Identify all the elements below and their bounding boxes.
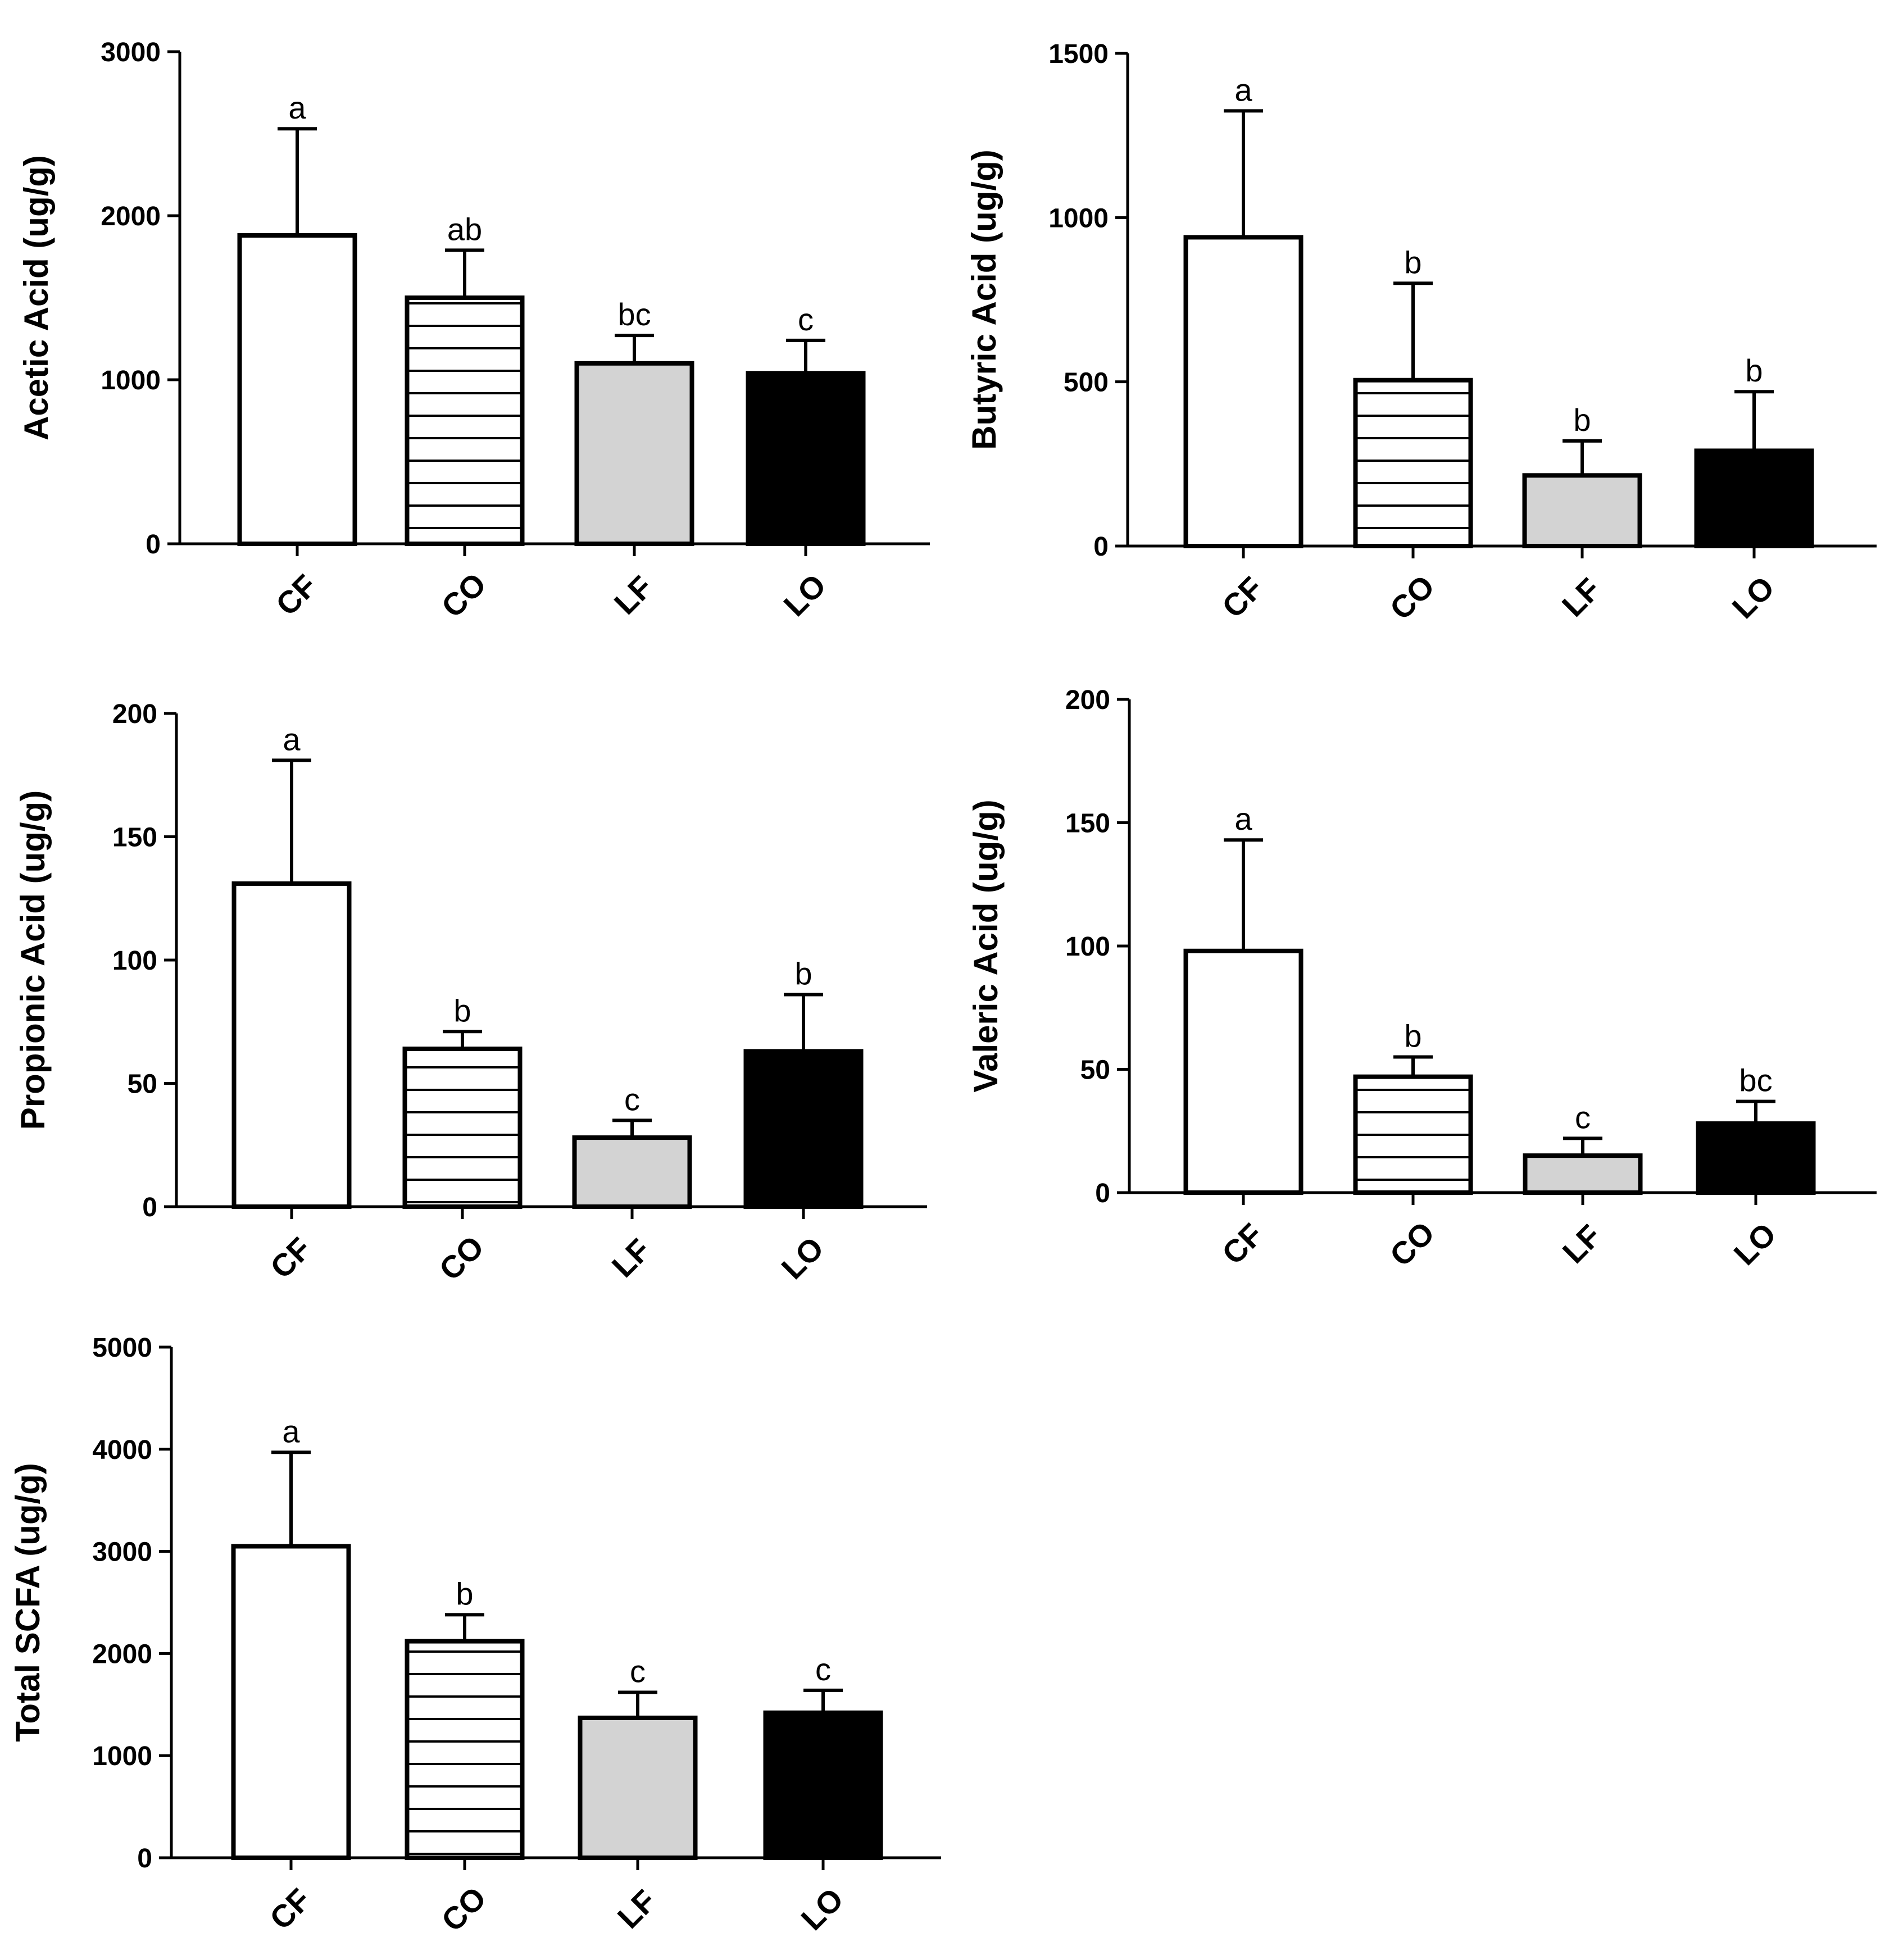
y-axis-title: Butyric Acid (ug/g) [965,149,1003,449]
significance-label: bc [617,297,651,332]
bar-lf [1523,1153,1643,1195]
significance-label: c [1575,1099,1591,1135]
significance-label: a [288,90,306,125]
significance-label: b [1404,1018,1421,1054]
propionic-acid-chart: 0 50 100 150 200 Propionic Acid (ug/g) CF a CO b L… [14,699,927,1287]
y-tick-label: 150 [112,823,157,853]
bar-lo [743,1049,864,1209]
category-label: LF [1556,1218,1608,1270]
bar-cf [237,233,357,547]
significance-label: b [1745,353,1763,388]
category-label: CF [263,1882,317,1936]
y-tick-label: 200 [112,699,157,729]
y-axis-title: Total SCFA (ug/g) [9,1463,47,1742]
bar-co [1353,1074,1473,1195]
y-tick-label: 100 [1065,932,1110,962]
bar-lo [1696,1121,1816,1195]
y-tick-label: 1000 [1048,203,1109,233]
bar-lo [1694,448,1814,548]
acetic-acid-chart: 0 1000 2000 3000 Acetic Acid (ug/g) CF a CO ab LF… [17,38,930,624]
y-tick-label: 3000 [92,1538,152,1567]
bar-lf [574,361,694,546]
butyric-acid-chart: 0 500 1000 1500 Butyric Acid (ug/g) CF a CO b LF b… [965,39,1877,626]
category-label: CO [1383,1215,1441,1273]
category-label: LF [607,569,660,621]
y-tick-label: 0 [1093,532,1109,562]
bar-co [405,1639,525,1860]
y-tick-label: 50 [128,1070,157,1099]
significance-label: a [283,721,301,757]
category-label: LF [605,1232,657,1284]
significance-label: b [1404,244,1421,280]
bar-cf [231,881,352,1209]
bar-lo [746,371,866,546]
significance-label: c [815,1652,831,1687]
bar-cf [1183,948,1304,1195]
bar-lf [578,1715,698,1861]
y-tick-label: 5000 [92,1333,152,1363]
y-tick-label: 500 [1064,368,1109,398]
significance-label: a [282,1413,300,1449]
category-label: CF [1215,570,1270,625]
bar-lf [1522,473,1642,549]
y-tick-label: 0 [146,530,161,560]
significance-label: bc [1739,1063,1772,1098]
total-scfa-chart: 0 1000 2000 3000 4000 5000 Total SCFA (ug/g) CF… [9,1333,941,1938]
category-label: CF [269,568,324,622]
y-tick-label: 200 [1065,685,1110,715]
y-tick-label: 100 [112,946,157,976]
category-label: LO [1725,569,1781,625]
category-label: LO [1727,1216,1783,1272]
bar-cf [1183,235,1304,548]
category-label: CO [434,1880,493,1938]
category-label: CO [432,1229,490,1287]
bar-lf [572,1135,692,1209]
category-label: LO [776,567,833,623]
significance-label: a [1234,801,1252,836]
category-label: LO [774,1230,830,1286]
y-axis-title: Acetic Acid (ug/g) [17,155,55,440]
bar-co [1353,378,1473,548]
significance-label: c [630,1653,646,1689]
bar-lo [763,1710,883,1860]
y-tick-label: 0 [142,1193,157,1222]
significance-label: ab [447,211,482,247]
y-axis-title: Propionic Acid (ug/g) [14,790,52,1130]
category-label: CO [434,566,493,624]
significance-label: b [456,1576,473,1611]
category-label: CF [1215,1217,1270,1271]
y-tick-label: 2000 [101,202,161,231]
category-label: LF [611,1883,663,1935]
y-tick-label: 1000 [101,366,161,395]
significance-label: b [1573,402,1591,438]
y-tick-label: 1500 [1048,39,1109,69]
significance-label: c [624,1081,640,1117]
category-label: LF [1555,571,1607,624]
category-label: LO [794,1881,850,1937]
y-tick-label: 4000 [92,1435,152,1465]
category-label: CF [264,1231,318,1285]
bar-co [402,1047,523,1209]
y-tick-label: 3000 [101,38,161,67]
y-tick-label: 50 [1080,1056,1110,1085]
y-tick-label: 0 [1095,1179,1110,1208]
bar-cf [231,1544,351,1860]
category-label: CO [1383,568,1441,626]
y-tick-label: 2000 [92,1639,152,1669]
significance-label: b [794,956,812,991]
significance-label: b [453,993,471,1028]
significance-label: a [1234,72,1252,107]
y-axis-title: Valeric Acid (ug/g) [967,799,1005,1092]
significance-label: c [798,302,814,337]
bar-co [405,295,525,546]
y-tick-label: 150 [1065,809,1110,839]
y-tick-label: 0 [137,1844,152,1873]
y-tick-label: 1000 [92,1741,152,1771]
valeric-acid-chart: 0 50 100 150 200 Valeric Acid (ug/g) CF a CO b LF c… [967,685,1877,1273]
